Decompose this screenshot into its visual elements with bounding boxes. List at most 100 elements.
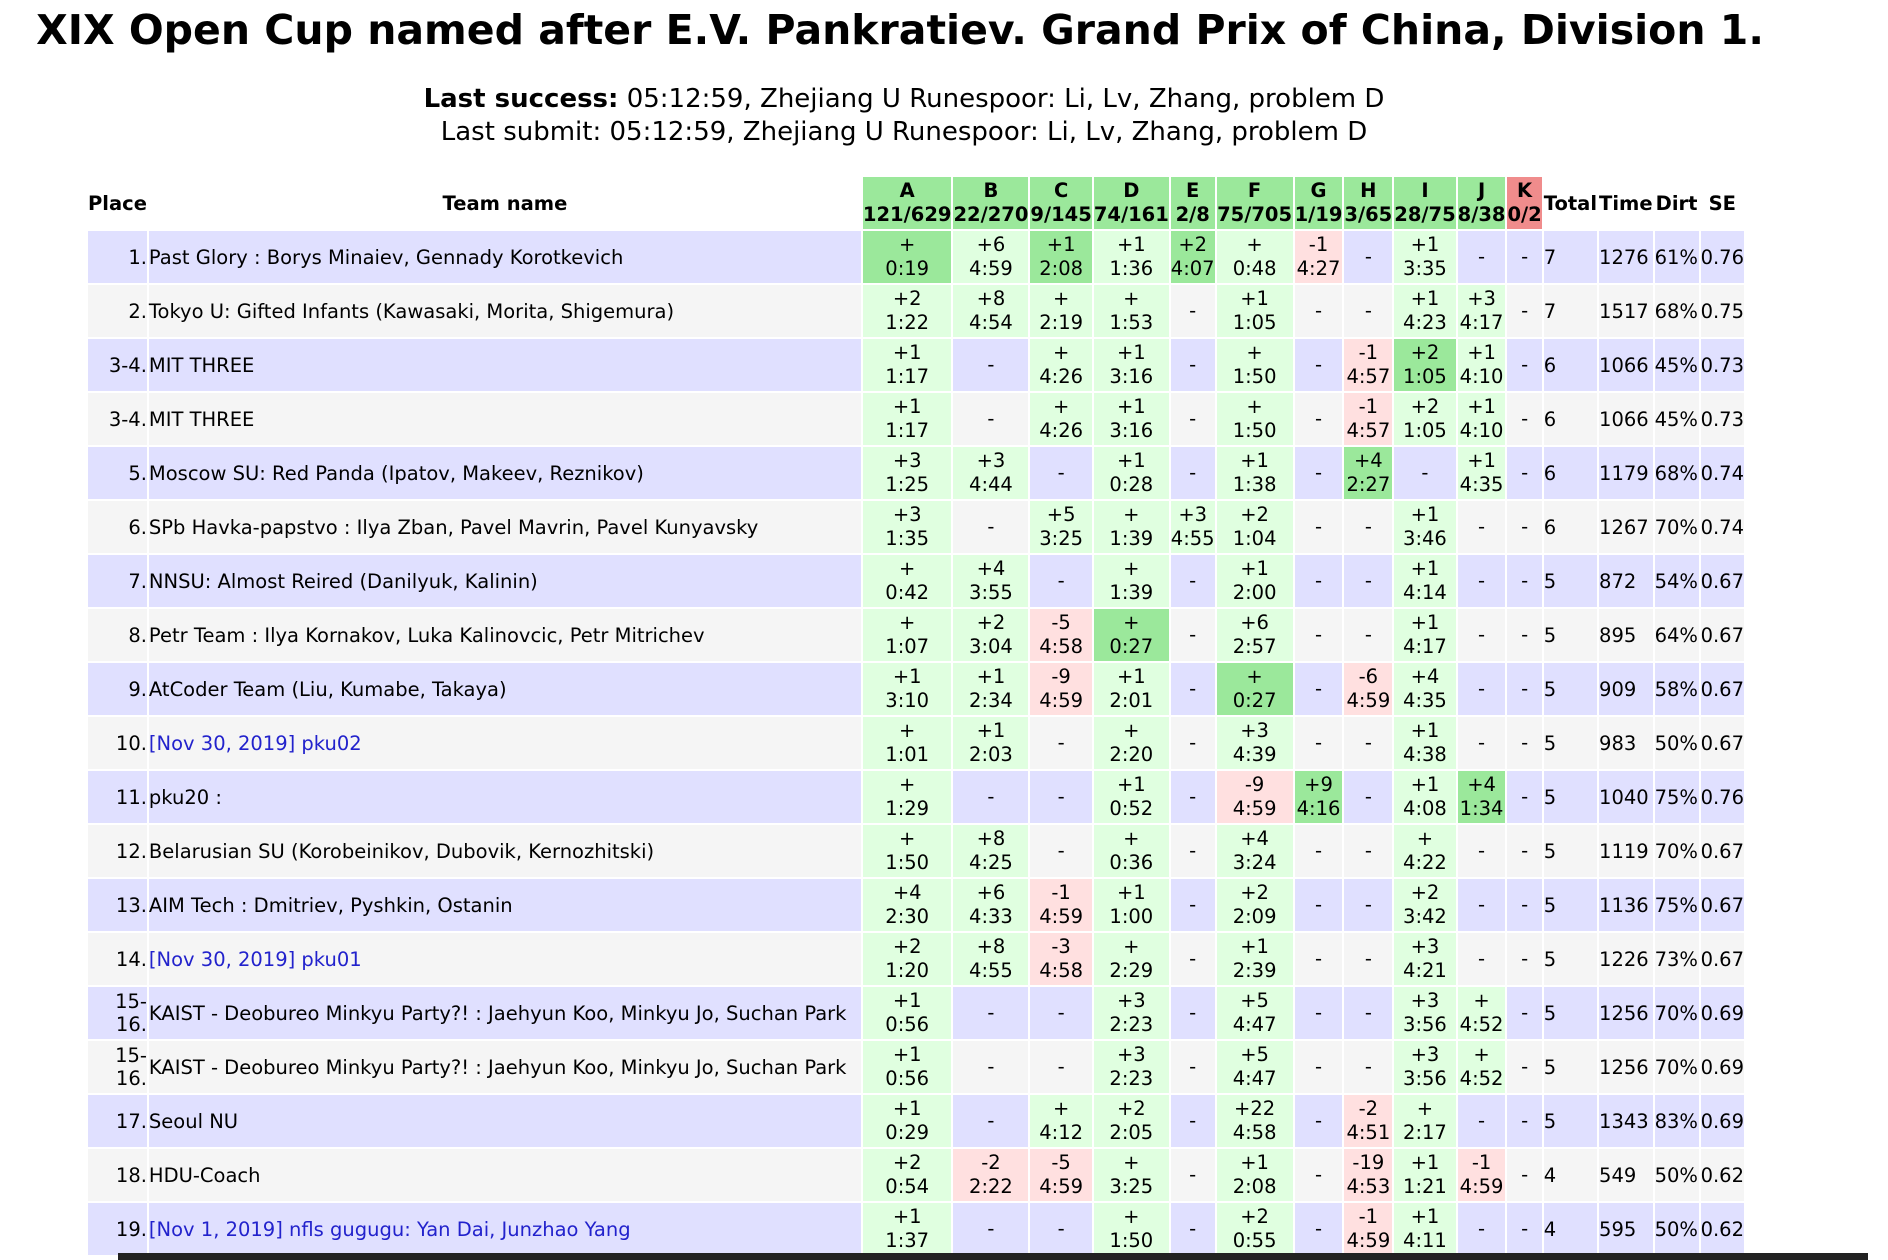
solve-time: 1:39 [1109,581,1154,604]
result-cell-k: - [1507,393,1542,445]
solve-time: 4:58 [1039,635,1084,658]
result-cell-b: +4 3:55 [953,555,1029,607]
solve-time: 4:39 [1232,743,1277,766]
total-cell: 5 [1543,663,1598,715]
result-cell-k: - [1507,717,1542,769]
solve-time: 2:05 [1109,1121,1154,1144]
attempts: -1 [1358,1205,1379,1228]
table-row: 12. Belarusian SU (Korobeinikov, Dubovik,… [88,825,1744,877]
attempts: - [1057,785,1065,808]
attempts: - [1057,1217,1065,1240]
attempts: +1 [1046,233,1076,256]
result-cell-g: - [1294,501,1343,553]
result-cell-d: +1 1:36 [1093,231,1169,283]
problem-header-d[interactable]: D 74/161 [1093,177,1169,229]
problem-header-k[interactable]: K 0/2 [1507,177,1542,229]
horizontal-scrollbar[interactable] [118,1253,1868,1260]
solve-time: 3:16 [1109,365,1154,388]
problem-header-e[interactable]: E 2/8 [1170,177,1215,229]
problem-stat: 28/75 [1394,203,1456,226]
attempts: - [1521,947,1529,970]
attempts: +1 [1116,665,1146,688]
attempts: - [1478,1217,1486,1240]
problem-stat: 2/8 [1175,203,1210,226]
result-cell-k: - [1507,1041,1542,1093]
dirt-cell: 58% [1654,663,1699,715]
attempts: +1 [1410,1151,1440,1174]
problem-header-g[interactable]: G 1/19 [1294,177,1343,229]
total-cell: 5 [1543,1041,1598,1093]
attempts: - [1521,299,1529,322]
total-cell: 5 [1543,879,1598,931]
result-cell-e: +3 4:55 [1170,501,1215,553]
attempts: - [1189,461,1197,484]
problem-header-h[interactable]: H 3/65 [1344,177,1393,229]
problem-letter: B [983,179,999,202]
result-cell-e: - [1170,339,1215,391]
solve-time: 0:48 [1232,257,1277,280]
attempts: - [1189,731,1197,754]
result-cell-g: - [1294,663,1343,715]
result-cell-f: +6 2:57 [1216,609,1293,661]
total-cell: 5 [1543,609,1598,661]
time-cell: 1066 [1599,393,1653,445]
team-link[interactable]: [Nov 1, 2019] nfls gugugu: Yan Dai, Junz… [148,1203,861,1255]
solve-time: 1:39 [1109,527,1154,550]
attempts: - [987,1217,995,1240]
team-name: Seoul NU [148,1095,861,1147]
result-cell-a: +4 2:30 [862,879,952,931]
attempts: - [987,515,995,538]
solve-time: 2:08 [1232,1175,1277,1198]
attempts: - [1364,893,1372,916]
problem-header-a[interactable]: A 121/629 [862,177,952,229]
result-cell-f: +1:50 [1216,393,1293,445]
problem-header-b[interactable]: B 22/270 [953,177,1029,229]
result-cell-i: +3 3:56 [1394,1041,1456,1093]
problem-header-i[interactable]: I 28/75 [1394,177,1456,229]
result-cell-e: - [1170,879,1215,931]
problem-header-c[interactable]: C 9/145 [1030,177,1092,229]
problem-header-j[interactable]: J 8/38 [1457,177,1506,229]
result-cell-e: - [1170,933,1215,985]
result-cell-f: +0:27 [1216,663,1293,715]
solve-time: 4:57 [1346,365,1391,388]
solve-time: 0:56 [885,1013,930,1036]
solve-time: 2:39 [1232,959,1277,982]
attempts: - [1421,461,1429,484]
attempts: - [1314,677,1323,700]
result-cell-f: +2 1:04 [1216,501,1293,553]
solve-time: 3:04 [969,635,1013,658]
se-cell: 0.76 [1700,231,1744,283]
team-link[interactable]: [Nov 30, 2019] pku02 [148,717,861,769]
solve-time: 2:22 [969,1175,1013,1198]
attempts: + [1246,233,1263,256]
time-cell: 1226 [1599,933,1653,985]
attempts: - [1314,353,1323,376]
place-cell: 18. [88,1149,147,1201]
attempts: +1 [1410,719,1440,742]
result-cell-e: - [1170,285,1215,337]
attempts: +5 [1240,1043,1269,1066]
attempts: -5 [1051,611,1071,634]
result-cell-k: - [1507,447,1542,499]
team-link[interactable]: [Nov 30, 2019] pku01 [148,933,861,985]
time-cell: 1343 [1599,1095,1653,1147]
result-cell-j: - [1457,501,1506,553]
attempts: + [899,827,916,850]
header-time: Time [1599,191,1653,215]
result-cell-d: +0:36 [1093,825,1169,877]
result-cell-h: - [1344,771,1393,823]
attempts: +1 [976,719,1006,742]
problem-header-f[interactable]: F 75/705 [1216,177,1293,229]
problem-stat: 75/705 [1217,203,1293,226]
solve-time: 4:07 [1170,257,1215,280]
result-cell-k: - [1507,609,1542,661]
result-cell-b: - [953,1095,1029,1147]
result-cell-d: +1:39 [1093,501,1169,553]
attempts: - [1189,785,1197,808]
table-row: 5. Moscow SU: Red Panda (Ipatov, Makeev, … [88,447,1744,499]
total-cell: 6 [1543,339,1598,391]
attempts: - [1314,731,1323,754]
total-cell: 5 [1543,987,1598,1039]
result-cell-h: -19 4:53 [1344,1149,1393,1201]
